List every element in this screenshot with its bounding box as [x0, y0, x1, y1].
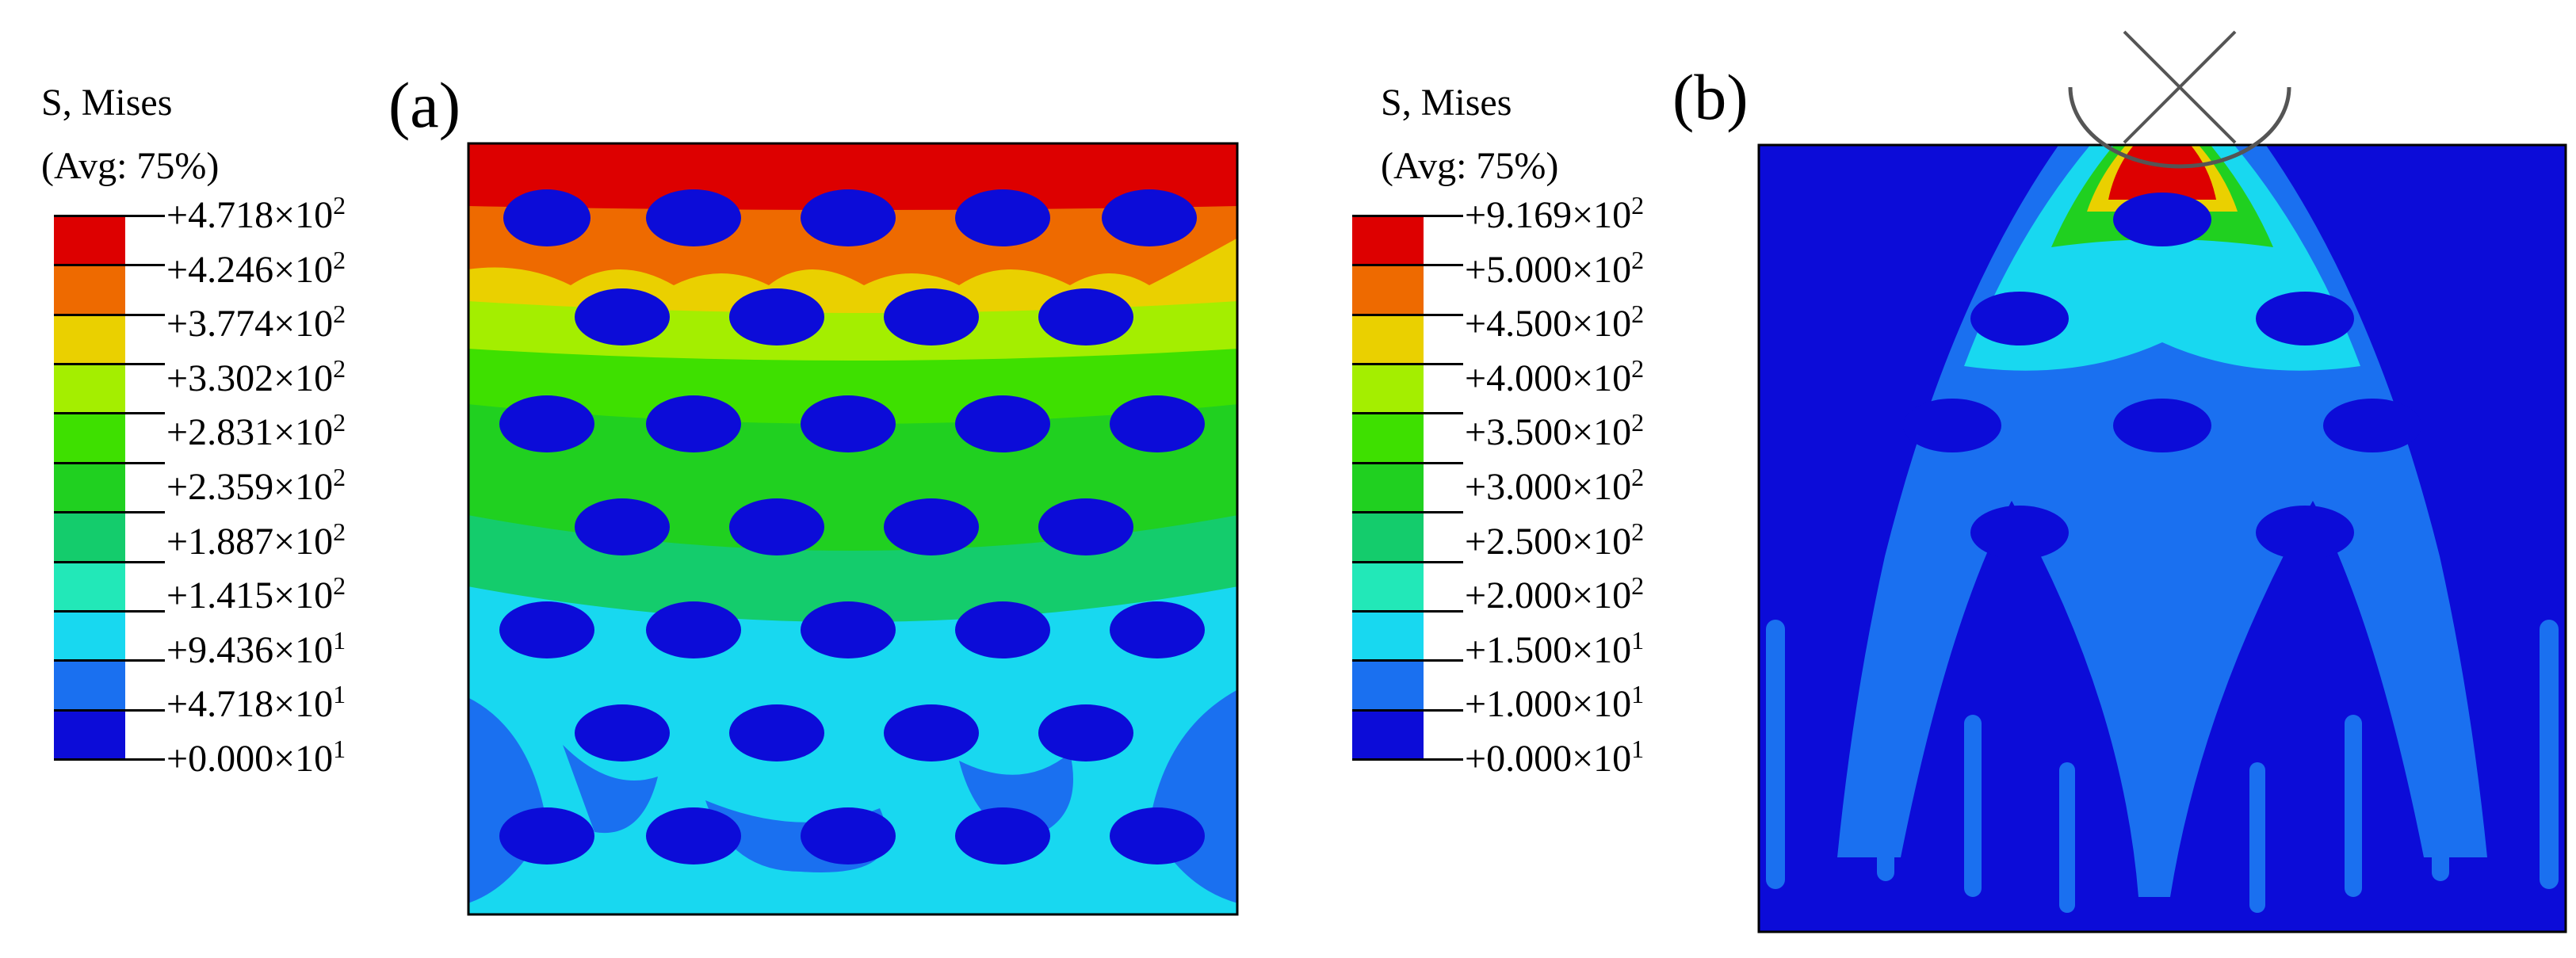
legend-a-colorbar-divider	[54, 511, 165, 514]
legend-b-colorbar-divider	[1352, 659, 1463, 662]
legend-a-tick-label: +3.302×102	[166, 353, 346, 399]
legend-b-tick-label: +9.169×102	[1465, 191, 1645, 236]
legend-b-colorbar-segment	[1352, 561, 1424, 611]
legend-a-tick-label: +3.774×102	[166, 300, 346, 345]
legend-b-title-line1: S, Mises	[1381, 82, 1512, 124]
legend-b-tick-label: +4.500×102	[1465, 300, 1645, 345]
legend-a-colorbar-divider	[54, 215, 165, 217]
legend-a-colorbar-divider	[54, 708, 165, 712]
legend-b-title-line2: (Avg: 75%)	[1381, 145, 1559, 187]
legend-b-tick-label: +3.000×102	[1465, 463, 1645, 508]
legend-b-colorbar-segment	[1352, 462, 1424, 513]
legend-a-colorbar-segment	[54, 216, 125, 265]
legend-a-colorbar-divider	[54, 313, 165, 316]
legend-a-tick-labels: +4.718×102 +4.246×102 +3.774×102 +3.302×102…	[166, 193, 420, 780]
panel-b-stress-contour	[1757, 143, 2567, 933]
legend-a-tick-label: +4.718×102	[166, 191, 346, 236]
legend-b-colorbar-segment	[1352, 216, 1424, 265]
legend-a-colorbar-divider	[54, 412, 165, 415]
legend-b-colorbar-divider	[1352, 708, 1463, 712]
legend-b-colorbar-divider	[1352, 215, 1463, 217]
panel-a-stress-contour	[467, 142, 1239, 916]
legend-a-colorbar-segment	[54, 610, 125, 661]
legend-a-colorbar-segment	[54, 314, 125, 364]
legend-a-colorbar-divider	[54, 609, 165, 613]
legend-b-colorbar-divider	[1352, 461, 1463, 464]
legend-a-tick-label: +1.415×102	[166, 571, 346, 617]
legend-b-colorbar-segment	[1352, 265, 1424, 315]
legend-a-colorbar-divider	[54, 560, 165, 563]
legend-b-colorbar	[1352, 215, 1463, 761]
legend-b-colorbar-divider	[1352, 313, 1463, 316]
legend-b-colorbar-divider	[1352, 264, 1463, 267]
legend-b-colorbar-divider	[1352, 511, 1463, 514]
legend-a-colorbar-divider	[54, 264, 165, 267]
legend-b-tick-label: +3.500×102	[1465, 408, 1645, 454]
legend-b-tick-label: +0.000×101	[1465, 735, 1645, 780]
legend-a-tick-label: +9.436×101	[166, 625, 346, 671]
legend-a-tick-label: +2.359×102	[166, 463, 346, 508]
legend-b-colorbar-segment	[1352, 314, 1424, 364]
legend-b-colorbar-divider	[1352, 758, 1463, 761]
legend-b-colorbar-segment	[1352, 512, 1424, 562]
legend-b-tick-label: +1.500×101	[1465, 625, 1645, 671]
legend-b-tick-label: +4.000×102	[1465, 353, 1645, 399]
legend-b-colorbar-divider	[1352, 412, 1463, 415]
legend-b-tick-label: +2.500×102	[1465, 517, 1645, 563]
legend-b-tick-label: +2.000×102	[1465, 571, 1645, 617]
legend-b-tick-labels: +9.169×102 +5.000×102 +4.500×102 +4.000×102…	[1465, 193, 1718, 780]
legend-a-tick-label: +4.718×101	[166, 680, 346, 726]
legend-a-tick-label: +2.831×102	[166, 408, 346, 454]
legend-a-title-line1: S, Mises	[41, 82, 173, 124]
legend-a-colorbar-segment	[54, 265, 125, 315]
legend-a-colorbar	[54, 215, 165, 761]
legend-b-colorbar-segment	[1352, 610, 1424, 661]
legend-b-colorbar-divider	[1352, 560, 1463, 563]
legend-b-tick-label: +5.000×102	[1465, 245, 1645, 291]
legend-a-colorbar-segment	[54, 462, 125, 513]
legend-a-colorbar-divider	[54, 461, 165, 464]
legend-b-colorbar-segment	[1352, 413, 1424, 463]
legend-a-colorbar-segment	[54, 709, 125, 759]
legend-a-title-line2: (Avg: 75%)	[41, 145, 220, 187]
legend-a-colorbar-segment	[54, 512, 125, 562]
legend-a-colorbar-divider	[54, 363, 165, 366]
legend-b-colorbar-divider	[1352, 363, 1463, 366]
panel-a-label: (a)	[388, 69, 461, 141]
legend-b-tick-label: +1.000×101	[1465, 680, 1645, 726]
legend-a-tick-label: +1.887×102	[166, 517, 346, 563]
legend-a-colorbar-segment	[54, 660, 125, 710]
legend-b-colorbar-segment	[1352, 709, 1424, 759]
legend-b-colorbar-segment	[1352, 660, 1424, 710]
legend-a-colorbar-segment	[54, 561, 125, 611]
legend-b-colorbar-segment	[1352, 364, 1424, 414]
legend-a-colorbar-segment	[54, 413, 125, 463]
panel-b-label: (b)	[1672, 61, 1749, 133]
legend-a-tick-label: +0.000×101	[166, 735, 346, 780]
legend-a-tick-label: +4.246×102	[166, 245, 346, 291]
legend-a-colorbar-segment	[54, 364, 125, 414]
legend-a-colorbar-divider	[54, 758, 165, 761]
legend-a-colorbar-divider	[54, 659, 165, 662]
legend-b-colorbar-divider	[1352, 609, 1463, 613]
indenter-icon	[2068, 30, 2291, 169]
